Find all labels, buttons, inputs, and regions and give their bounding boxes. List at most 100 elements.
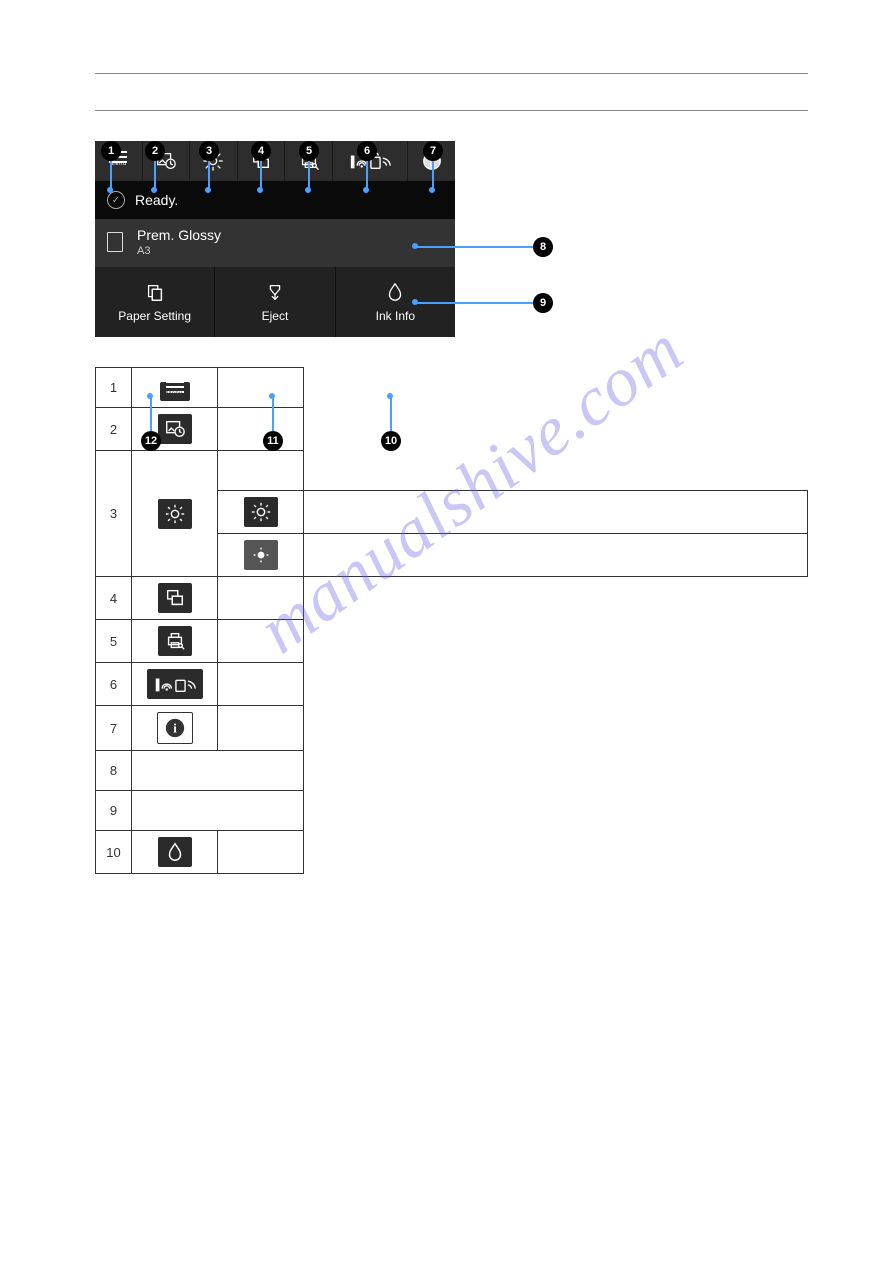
callout-2: 2 (145, 141, 165, 161)
leader-dot (429, 187, 435, 193)
row-num: 4 (96, 577, 132, 620)
row-text (218, 831, 304, 874)
lcd-paper-size: A3 (137, 245, 221, 257)
page-header-rule (95, 50, 808, 74)
callout-3: 3 (199, 141, 219, 161)
table-row: 3 (96, 451, 808, 491)
callout-11: 11 (263, 431, 283, 451)
row-text (218, 368, 304, 408)
leader-11 (272, 396, 274, 432)
row-icon (132, 831, 218, 874)
row-num: 2 (96, 408, 132, 451)
chapter-title (95, 82, 808, 111)
brightness-dim-icon (250, 544, 272, 566)
row-icon (218, 491, 304, 534)
info-icon: i (164, 717, 186, 739)
leader-3 (208, 161, 210, 189)
row-text (132, 791, 304, 831)
table-row: 7 i (96, 706, 808, 751)
callout-description-table: 1 Menu 2 3 (95, 367, 808, 874)
leader-dot (363, 187, 369, 193)
row-num: 9 (96, 791, 132, 831)
row-text (218, 620, 304, 663)
leader-5 (308, 161, 310, 189)
leader-6 (366, 161, 368, 189)
leader-dot (305, 187, 311, 193)
callout-4: 4 (251, 141, 271, 161)
callout-9: 9 (533, 293, 553, 313)
leader-dot (205, 187, 211, 193)
table-row: 4 (96, 577, 808, 620)
table-row: 10 (96, 831, 808, 874)
row-icon: Menu (132, 368, 218, 408)
row-icon (132, 620, 218, 663)
row-text (218, 451, 304, 491)
lcd-paper-setting-label: Paper Setting (118, 309, 191, 323)
brightness-icon (164, 503, 186, 525)
menu-icon: Menu (166, 386, 184, 397)
callout-10: 10 (381, 431, 401, 451)
leader-10 (390, 396, 392, 432)
leader-dot (269, 393, 275, 399)
leader-dot (151, 187, 157, 193)
lcd-paper-name: Prem. Glossy (137, 227, 221, 243)
callout-8: 8 (533, 237, 553, 257)
callout-6: 6 (357, 141, 377, 161)
table-row: 5 (96, 620, 808, 663)
table-row: 8 (96, 751, 808, 791)
callout-1: 1 (101, 141, 121, 161)
row-num: 7 (96, 706, 132, 751)
row-num: 8 (96, 751, 132, 791)
check-circle-icon: ✓ (107, 191, 125, 209)
lcd-paper-row[interactable]: Prem. Glossy A3 (95, 219, 455, 267)
table-row: 2 (96, 408, 808, 451)
row-text (218, 706, 304, 751)
row-text (218, 408, 304, 451)
lcd-paper-setting-button[interactable]: Paper Setting (95, 267, 215, 337)
eject-icon (264, 281, 286, 303)
lcd-status-text: Ready. (135, 192, 178, 208)
row-text (304, 491, 808, 534)
leader-12 (150, 396, 152, 432)
leader-1 (110, 161, 112, 189)
leader-dot (147, 393, 153, 399)
lcd-eject-label: Eject (262, 309, 289, 323)
table-row: 1 Menu (96, 368, 808, 408)
row-icon (132, 451, 218, 577)
brightness-icon (250, 501, 272, 523)
row-num: 1 (96, 368, 132, 408)
leader-2 (154, 161, 156, 189)
row-text (218, 577, 304, 620)
callout-12: 12 (141, 431, 161, 451)
leader-dot (412, 243, 418, 249)
row-icon (132, 663, 218, 706)
row-icon (132, 577, 218, 620)
lcd-ink-info-label: Ink Info (376, 309, 415, 323)
ink-drop-icon (164, 841, 186, 863)
lcd-action-row: Paper Setting Eject Ink Info (95, 267, 455, 337)
callout-7: 7 (423, 141, 443, 161)
leader-9 (415, 302, 533, 304)
printer-wrench-icon (164, 630, 186, 652)
table-row: 6 (96, 663, 808, 706)
leader-dot (412, 299, 418, 305)
leader-8 (415, 246, 533, 248)
leader-dot (257, 187, 263, 193)
page-icon (107, 232, 123, 252)
row-num: 5 (96, 620, 132, 663)
leader-dot (387, 393, 393, 399)
leader-dot (107, 187, 113, 193)
svg-text:i: i (173, 722, 177, 736)
leader-7 (432, 161, 434, 189)
wifi-pair-icon (153, 673, 197, 695)
image-clock-icon (164, 418, 186, 440)
row-num: 3 (96, 451, 132, 577)
callout-5: 5 (299, 141, 319, 161)
lcd-figure: 1 2 3 4 5 6 7 8 9 12 11 10 (95, 141, 475, 337)
lcd-eject-button[interactable]: Eject (215, 267, 335, 337)
ink-drop-icon (384, 281, 406, 303)
lcd-status-row: ✓ Ready. (95, 181, 455, 219)
lcd-screen: Menu (95, 141, 455, 337)
row-num: 6 (96, 663, 132, 706)
row-text (304, 534, 808, 577)
